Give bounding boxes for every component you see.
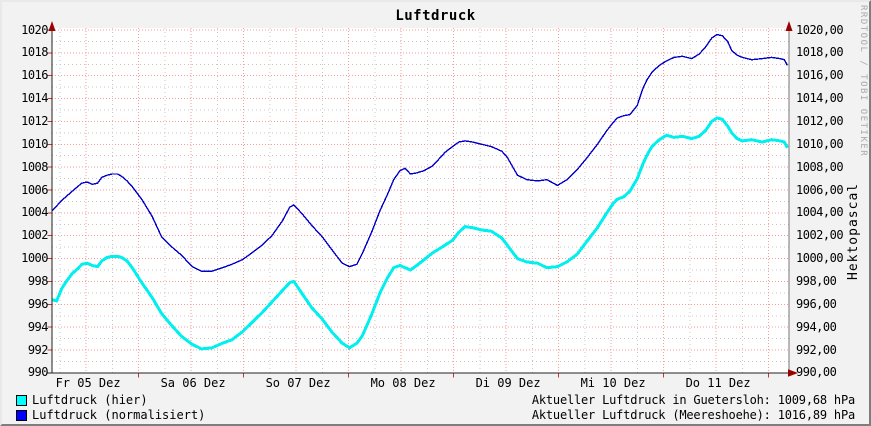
y-axis-tick-label-left: 1006	[21, 182, 48, 197]
y-axis-tick-label-left: 1008	[21, 159, 48, 174]
y-axis-tick-label-right: 1004,00	[796, 205, 844, 220]
chart-title: Luftdruck	[395, 8, 476, 24]
y-axis-tick-label-left: 1020	[21, 22, 48, 37]
y-axis-tick-label-left: 994	[27, 319, 49, 334]
x-axis-tick-label: Do 11 Dez	[685, 376, 751, 390]
y-axis-tick-label-right: 1016,00	[796, 68, 844, 83]
y-axis-tick-label-right: 1012,00	[796, 113, 844, 128]
y-axis-tick-label-right: 992,00	[796, 342, 837, 357]
y-axis-tick-label-right: 1008,00	[796, 159, 844, 174]
y-axis-tick-label-left: 1010	[21, 136, 48, 151]
x-axis-tick-label: So 07 Dez	[265, 376, 331, 390]
y-axis-tick-label-left: 1002	[21, 228, 48, 243]
legend-label: Luftdruck (hier)	[32, 393, 148, 407]
y-axis-tick-label-left: 1012	[21, 113, 48, 128]
x-axis-tick-label: Sa 06 Dez	[160, 376, 226, 390]
footer-reading: Aktueller Luftdruck in Guetersloh: 1009,…	[531, 393, 855, 407]
y-axis-tick-label-left: 1016	[21, 68, 48, 83]
y-axis-tick-label-left: 998	[27, 273, 49, 288]
legend-swatch	[16, 410, 27, 421]
y-axis-tick-label-left: 996	[27, 296, 49, 311]
y-axis-tick-label-left: 990	[27, 365, 49, 380]
y-axis-tick-label-right: 998,00	[796, 273, 837, 288]
x-axis-tick-label: Mo 08 Dez	[370, 376, 436, 390]
x-axis-tick-label: Di 09 Dez	[475, 376, 541, 390]
y-axis-tick-label-right: 1006,00	[796, 182, 844, 197]
y-axis-tick-label-left: 1004	[21, 205, 48, 220]
y-axis-tick-label-right: 994,00	[796, 319, 837, 334]
y-axis-tick-label-left: 1018	[21, 45, 48, 60]
legend-label: Luftdruck (normalisiert)	[32, 408, 206, 422]
x-axis-tick-label: Fr 05 Dez	[55, 376, 121, 390]
y-axis-tick-label-right: 1000,00	[796, 251, 844, 266]
y-axis-tick-label-right: 996,00	[796, 296, 837, 311]
y-axis-tick-label-left: 1014	[21, 91, 48, 106]
y-axis-tick-label-right: 1002,00	[796, 228, 844, 243]
x-axis-tick-label: Mi 10 Dez	[580, 376, 646, 390]
y-axis-tick-label-left: 992	[27, 342, 49, 357]
y-axis-tick-label-right: 1014,00	[796, 91, 844, 106]
rrdtool-watermark: RRDTOOL / TOBI OETIKER	[858, 5, 868, 158]
y-axis-tick-label-right: 1018,00	[796, 45, 844, 60]
legend-swatch	[16, 395, 27, 406]
y-axis-tick-label-right: 990,00	[796, 365, 837, 380]
y-axis-tick-label-left: 1000	[21, 251, 48, 266]
footer-reading: Aktueller Luftdruck (Meereshoehe): 1016,…	[531, 408, 855, 422]
y-axis-tick-label-right: 1020,00	[796, 22, 844, 37]
y-axis-tick-label-right: 1010,00	[796, 136, 844, 151]
